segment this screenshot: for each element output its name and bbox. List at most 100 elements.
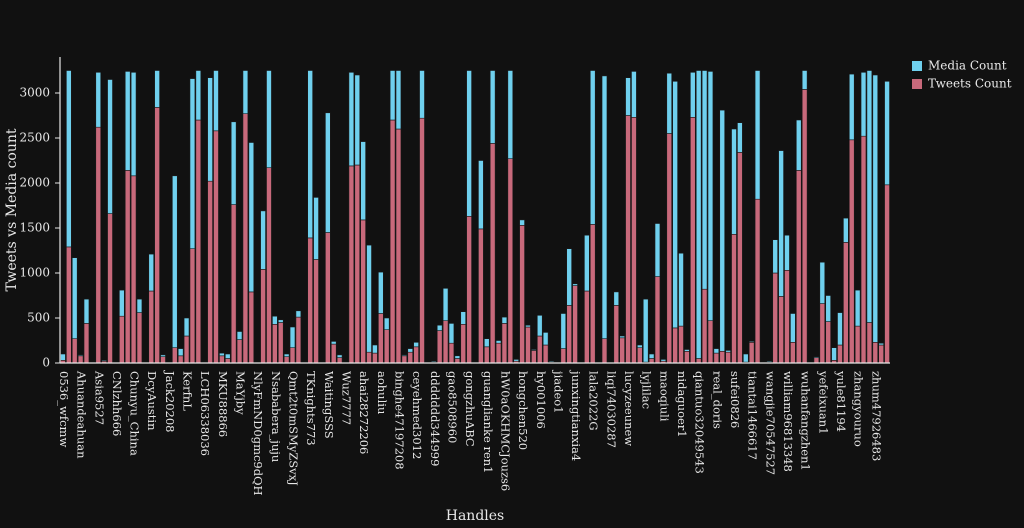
bar-segment: [378, 271, 384, 314]
bar-segment: [719, 350, 726, 364]
bar-segment: [272, 323, 278, 364]
bar-segment: [448, 323, 455, 344]
bar-segment: [672, 81, 678, 329]
bar-segment: [790, 341, 796, 364]
bar-segment: [436, 324, 443, 331]
x-tick-label: Jack20208: [163, 370, 177, 432]
bar-segment: [495, 342, 502, 364]
bar-segment: [313, 259, 319, 364]
bar-segment: [266, 70, 272, 168]
bar-segment: [790, 313, 796, 343]
bar-segment: [584, 234, 590, 292]
bar-segment: [136, 312, 143, 364]
bar-segment: [224, 353, 231, 359]
x-tick-label: hy001006: [534, 371, 548, 429]
bar-segment: [395, 70, 402, 130]
bar-segment: [248, 291, 255, 364]
bar-segment: [124, 170, 131, 364]
bar-segment: [189, 78, 196, 250]
bar-segment: [819, 261, 826, 304]
y-tick-label: 1000: [19, 266, 50, 280]
bar-segment: [442, 320, 449, 364]
bar-segment: [372, 344, 378, 354]
bar-segment: [678, 325, 684, 364]
bar-segment: [666, 133, 673, 364]
bar-segment: [330, 341, 337, 345]
x-tick-label: 0536_wfcmw: [57, 371, 71, 447]
bar-segment: [448, 342, 455, 364]
bar-segment: [348, 165, 355, 364]
bar-segment: [737, 152, 743, 364]
y-tick-label: 2000: [19, 176, 50, 190]
bar-segment: [660, 359, 667, 362]
bar-segment: [336, 357, 343, 364]
bar-segment: [754, 70, 761, 200]
x-tick-label: CNlzhh666: [110, 371, 124, 436]
bar-segment: [507, 158, 514, 364]
x-tick-label: Ahuandeahuan: [75, 370, 89, 459]
bar-segment: [219, 355, 225, 364]
bar-segment: [707, 320, 714, 364]
x-tick-label: qiantuo32049543: [693, 371, 707, 474]
bar-segment: [566, 305, 572, 364]
bar-segment: [560, 348, 567, 364]
bar-segment: [242, 70, 249, 115]
bar-segment: [507, 70, 514, 159]
bar-segment: [177, 348, 184, 357]
bar-segment: [825, 321, 831, 364]
legend-label: Tweets Count: [928, 77, 1012, 91]
bar-segment: [848, 139, 855, 364]
bar-segment: [177, 355, 184, 364]
bar-segment: [401, 355, 408, 364]
bar-segment: [631, 71, 637, 118]
bar-segment: [637, 344, 643, 348]
bar-segment: [831, 347, 837, 361]
bar-segment: [631, 117, 637, 364]
bar-segment: [872, 74, 879, 343]
x-tick-label: yule81194: [834, 370, 848, 432]
bar-segment: [872, 341, 879, 364]
legend-label: Media Count: [928, 59, 1007, 73]
bar-segment: [725, 350, 731, 353]
bar-segment: [860, 135, 867, 364]
bar-segment: [725, 351, 731, 364]
bar-segment: [766, 360, 773, 363]
bar-segment: [83, 323, 90, 364]
bar-segment: [407, 351, 414, 364]
x-tick-label: jiadeo1: [551, 369, 565, 414]
bar-segment: [295, 316, 302, 364]
bar-segment: [713, 348, 720, 354]
bar-segment: [266, 167, 272, 364]
x-tick-label: NlyFmND0gmc9dQH: [251, 371, 265, 496]
bar-segment: [119, 289, 125, 317]
bar-segment: [289, 347, 296, 364]
x-tick-label: MaYjby: [234, 371, 248, 415]
bar-segment: [436, 330, 443, 364]
bar-segment: [372, 352, 378, 364]
bar-segment: [701, 70, 708, 290]
bar-segment: [795, 170, 802, 364]
x-tick-label: binghe47197208: [392, 371, 406, 470]
bar-segment: [584, 290, 590, 364]
bar-segment: [801, 89, 808, 364]
bar-segment: [60, 353, 66, 361]
bar-segment: [219, 352, 225, 357]
bar-segment: [183, 335, 190, 364]
bar-segment: [71, 338, 78, 364]
x-tick-label: maoqiuli: [657, 371, 671, 422]
bar-segment: [460, 311, 466, 325]
x-tick-label: Wuz7777: [339, 371, 353, 425]
x-tick-label: william96813348: [781, 371, 795, 472]
bar-segment: [413, 341, 419, 348]
bar-segment: [378, 313, 384, 364]
bar-segment: [795, 119, 802, 171]
bar-segment: [743, 353, 749, 363]
bar-segment: [648, 353, 655, 359]
x-tick-label: Nsababera_juju: [269, 371, 283, 462]
x-tick-label: yefeixuan1: [816, 370, 830, 435]
bar-segment: [625, 77, 631, 116]
bar-segment: [189, 248, 196, 364]
x-tick-label: DcyAustin: [145, 371, 159, 431]
bar-segment: [601, 338, 608, 364]
bar-segment: [589, 70, 596, 225]
